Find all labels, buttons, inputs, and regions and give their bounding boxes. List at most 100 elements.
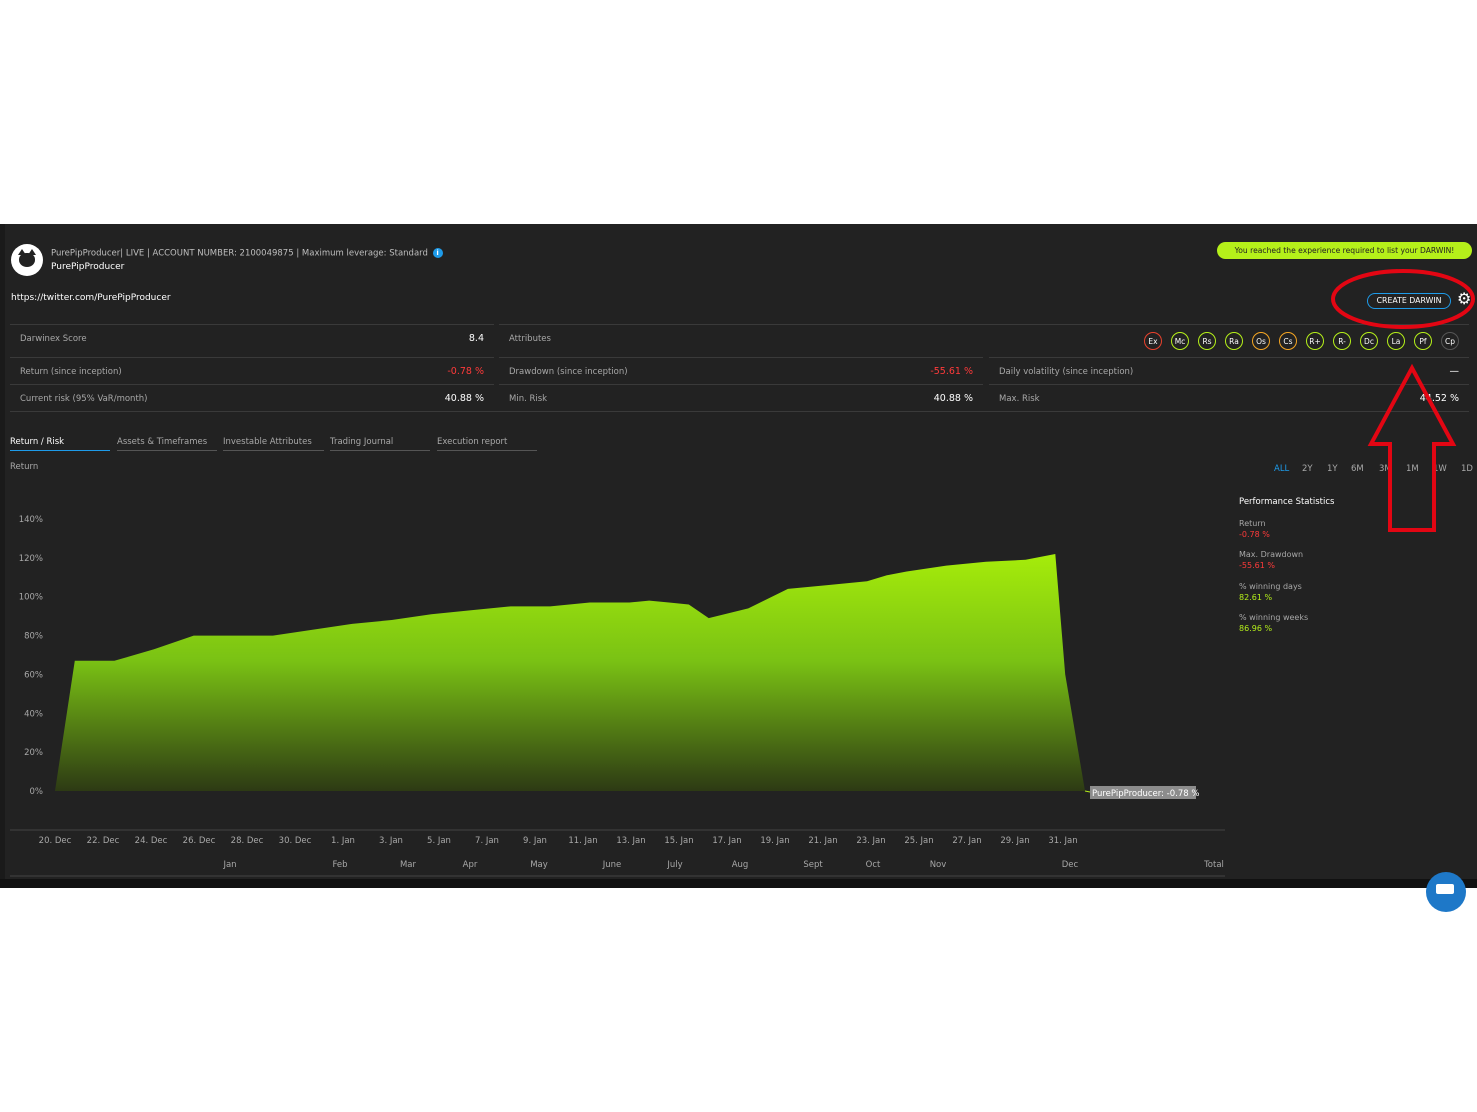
tooltip-connector	[1084, 790, 1091, 793]
x-tick-label: 13. Jan	[616, 836, 645, 846]
create-darwin-button[interactable]: CREATE DARWIN	[1367, 293, 1451, 309]
x-tick-label: 20. Dec	[39, 836, 72, 846]
perf-winning-weeks-value: 86.96 %	[1239, 624, 1273, 633]
attribute-badge-ex[interactable]: Ex	[1144, 332, 1162, 350]
attribute-badge-r-plus[interactable]: R+	[1306, 332, 1324, 350]
attribute-badge-dc[interactable]: Dc	[1360, 332, 1378, 350]
x-tick-label: 3. Jan	[379, 836, 403, 846]
chat-bubble-glyph	[1436, 884, 1454, 894]
darwinex-score-row: Darwinex Score 8.4	[10, 324, 494, 351]
x-tick-label: 31. Jan	[1048, 836, 1077, 846]
attribute-badge-ra[interactable]: Ra	[1225, 332, 1243, 350]
x-tick-label: 11. Jan	[568, 836, 597, 846]
x-tick-label: 27. Jan	[952, 836, 981, 846]
return-value: -0.78 %	[447, 366, 484, 377]
month-label: July	[666, 860, 682, 870]
y-tick-label: 100%	[19, 593, 43, 603]
tab-investable-attributes[interactable]: Investable Attributes	[223, 437, 324, 451]
perf-winning-weeks-label: % winning weeks	[1239, 613, 1309, 622]
x-tick-label: 30. Dec	[279, 836, 312, 846]
x-tick-label: 26. Dec	[183, 836, 216, 846]
month-label: Oct	[866, 860, 881, 870]
perf-return-value: -0.78 %	[1239, 530, 1270, 539]
range-all[interactable]: ALL	[1274, 464, 1290, 474]
experience-banner: You reached the experience required to l…	[1217, 242, 1472, 259]
x-tick-label: 9. Jan	[523, 836, 547, 846]
month-label: Jan	[222, 860, 236, 870]
x-tick-label: 22. Dec	[87, 836, 120, 846]
left-edge	[0, 224, 5, 888]
highlight-circle	[1331, 269, 1475, 329]
min-risk-value: 40.88 %	[933, 393, 973, 404]
attribute-badge-la[interactable]: La	[1387, 332, 1405, 350]
tab-trading-journal[interactable]: Trading Journal	[330, 437, 430, 451]
max-risk-row: Max. Risk 44.52 %	[989, 384, 1469, 411]
month-label: Nov	[930, 860, 947, 870]
month-label: Aug	[732, 860, 749, 870]
x-axis: 20. Dec 22. Dec 24. Dec 26. Dec 28. Dec 30. D…	[10, 829, 1225, 877]
x-tick-label: 1. Jan	[331, 836, 355, 846]
account-info-text: PurePipProducer| LIVE | ACCOUNT NUMBER: …	[51, 248, 428, 259]
range-1y[interactable]: 1Y	[1327, 464, 1338, 474]
return-section-label: Return	[10, 462, 39, 472]
month-label: Sept	[803, 860, 823, 870]
range-1m[interactable]: 1M	[1406, 464, 1419, 474]
x-tick-label: 29. Jan	[1000, 836, 1029, 846]
attribute-badge-cp[interactable]: Cp	[1441, 332, 1459, 350]
x-tick-label: 15. Jan	[664, 836, 693, 846]
twitter-link[interactable]: https://twitter.com/PurePipProducer	[11, 293, 171, 303]
account-name: PurePipProducer	[51, 262, 125, 272]
attribute-badge-rs[interactable]: Rs	[1198, 332, 1216, 350]
max-risk-value: 44.52 %	[1419, 393, 1459, 404]
min-risk-label: Min. Risk	[509, 394, 548, 404]
series-area	[55, 554, 1085, 791]
info-icon[interactable]: i	[432, 248, 443, 258]
x-tick-label: 21. Jan	[808, 836, 837, 846]
return-label: Return (since inception)	[20, 367, 122, 377]
y-tick-label: 120%	[19, 554, 43, 564]
attribute-badge-mc[interactable]: Mc	[1171, 332, 1189, 350]
range-3m[interactable]: 3M	[1379, 464, 1392, 474]
volatility-label: Daily volatility (since inception)	[999, 367, 1134, 377]
return-row: Return (since inception) -0.78 %	[10, 357, 494, 384]
arrow-up-icon	[1367, 363, 1457, 532]
tab-execution-report[interactable]: Execution report	[437, 437, 537, 451]
tooltip-box	[1090, 786, 1196, 799]
range-6m[interactable]: 6M	[1351, 464, 1364, 474]
x-tick-label: 5. Jan	[427, 836, 451, 846]
tab-assets-timeframes[interactable]: Assets & Timeframes	[117, 437, 217, 451]
current-risk-value: 40.88 %	[444, 393, 484, 404]
attribute-badge-cs[interactable]: Cs	[1279, 332, 1297, 350]
x-tick-label: 17. Jan	[712, 836, 741, 846]
gear-icon[interactable]: ⚙	[1457, 289, 1472, 308]
range-1d[interactable]: 1D	[1461, 464, 1473, 474]
attribute-badge-pf[interactable]: Pf	[1414, 332, 1432, 350]
month-label: Feb	[332, 860, 347, 870]
attributes-label: Attributes	[509, 334, 551, 344]
cat-icon	[18, 249, 36, 267]
y-tick-label: 0%	[30, 787, 44, 797]
x-tick-label: 24. Dec	[135, 836, 168, 846]
attribute-badge-r-minus[interactable]: R-	[1333, 332, 1351, 350]
drawdown-value: -55.61 %	[930, 366, 973, 377]
month-label: Total	[1203, 860, 1224, 870]
range-2y[interactable]: 2Y	[1302, 464, 1313, 474]
tooltip-text: PurePipProducer: -0.78 %	[1092, 789, 1199, 799]
attribute-badge-os[interactable]: Os	[1252, 332, 1270, 350]
current-risk-label: Current risk (95% VaR/month)	[20, 394, 148, 404]
max-risk-label: Max. Risk	[999, 394, 1040, 404]
bottom-bar	[0, 879, 1477, 888]
y-tick-label: 40%	[24, 709, 43, 719]
y-tick-label: 60%	[24, 670, 43, 680]
perf-drawdown-value: -55.61 %	[1239, 561, 1275, 570]
month-label: Apr	[463, 860, 478, 870]
avatar[interactable]	[11, 244, 43, 276]
tab-return-risk[interactable]: Return / Risk	[10, 437, 110, 451]
drawdown-row: Drawdown (since inception) -55.61 %	[499, 357, 983, 384]
x-tick-label: 7. Jan	[475, 836, 499, 846]
min-risk-row: Min. Risk 40.88 %	[499, 384, 983, 411]
perf-return-label: Return	[1239, 519, 1266, 528]
range-1w[interactable]: 1W	[1433, 464, 1447, 474]
stats-divider	[10, 411, 1469, 412]
x-tick-label: 19. Jan	[760, 836, 789, 846]
